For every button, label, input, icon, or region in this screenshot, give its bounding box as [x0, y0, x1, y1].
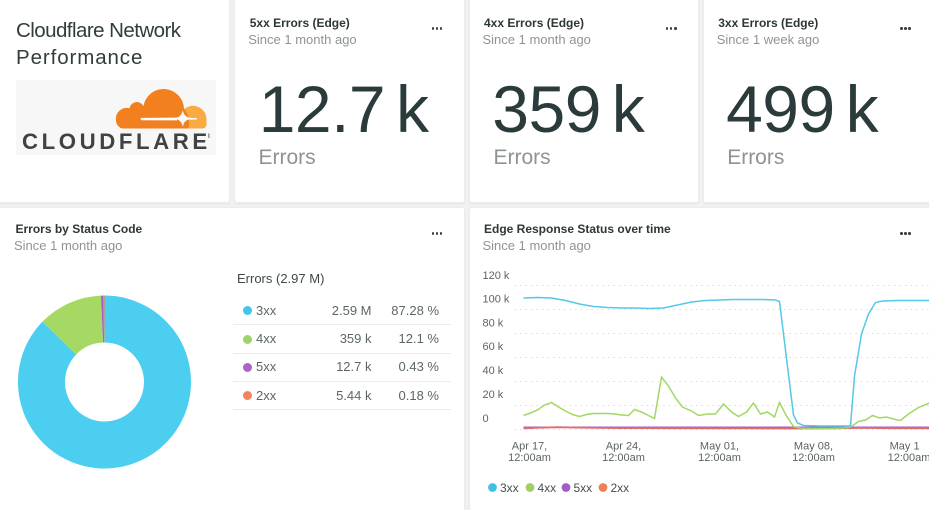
svg-text:3xx: 3xx	[500, 481, 519, 495]
svg-text:5xx: 5xx	[573, 481, 592, 495]
svg-text:0: 0	[482, 413, 488, 425]
svg-text:May 08,: May 08,	[793, 441, 832, 453]
svg-text:12:00am: 12:00am	[602, 452, 645, 464]
svg-text:12:00am: 12:00am	[792, 452, 835, 464]
svg-text:20 k: 20 k	[482, 389, 503, 401]
svg-text:120 k: 120 k	[482, 270, 509, 282]
svg-text:May 01,: May 01,	[699, 441, 738, 453]
svg-text:12:00am: 12:00am	[698, 452, 741, 464]
svg-text:Apr 24,: Apr 24,	[605, 441, 640, 453]
svg-text:4xx: 4xx	[537, 481, 556, 495]
svg-text:12:00am: 12:00am	[887, 452, 929, 464]
svg-text:60 k: 60 k	[482, 341, 503, 353]
svg-text:12:00am: 12:00am	[508, 452, 551, 464]
svg-text:80 k: 80 k	[482, 318, 503, 330]
svg-text:Apr 17,: Apr 17,	[511, 441, 546, 453]
svg-text:May 1: May 1	[889, 441, 919, 453]
svg-text:100 k: 100 k	[482, 294, 509, 306]
svg-text:CLOUDFLARE: CLOUDFLARE	[22, 129, 211, 154]
svg-text:40 k: 40 k	[482, 365, 503, 377]
svg-text:2xx: 2xx	[610, 481, 629, 495]
